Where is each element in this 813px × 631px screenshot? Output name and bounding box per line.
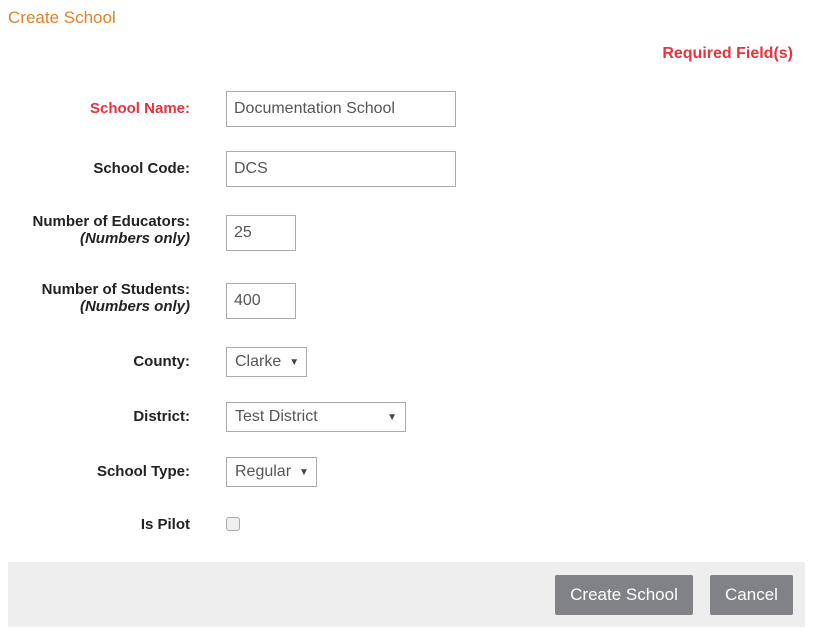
school-code-input[interactable] <box>226 151 456 187</box>
district-label: District: <box>133 408 190 425</box>
students-hint: (Numbers only) <box>79 298 190 315</box>
is-pilot-checkbox[interactable] <box>226 517 240 531</box>
educators-label: Number of Educators: (Numbers only) <box>0 213 190 247</box>
educators-input[interactable] <box>226 215 296 251</box>
students-label: Number of Students: (Numbers only) <box>0 281 190 315</box>
chevron-down-icon: ▼ <box>299 466 309 478</box>
cancel-button[interactable]: Cancel <box>710 575 793 615</box>
county-label: County: <box>133 353 190 370</box>
district-select[interactable]: Test District ▼ <box>226 402 406 432</box>
required-fields-note: Required Field(s) <box>662 45 793 62</box>
page-title: Create School <box>8 8 116 27</box>
create-school-button[interactable]: Create School <box>555 575 693 615</box>
educators-hint: (Numbers only) <box>79 230 190 247</box>
school-type-value: Regular <box>235 463 292 480</box>
chevron-down-icon: ▼ <box>289 356 300 368</box>
county-value: Clarke <box>235 353 282 370</box>
school-code-label: School Code: <box>93 160 190 177</box>
school-type-select[interactable]: Regular ▼ <box>226 457 317 487</box>
county-select[interactable]: Clarke ▼ <box>226 347 307 377</box>
is-pilot-label: Is Pilot <box>140 516 190 533</box>
district-value: Test District <box>235 408 318 425</box>
educators-label-text: Number of Educators: <box>32 213 190 230</box>
chevron-down-icon: ▼ <box>387 411 397 423</box>
school-type-label: School Type: <box>96 463 190 480</box>
school-name-label: School Name: <box>89 100 190 117</box>
students-input[interactable] <box>226 283 296 319</box>
school-name-input[interactable] <box>226 91 456 127</box>
students-label-text: Number of Students: <box>41 281 190 298</box>
